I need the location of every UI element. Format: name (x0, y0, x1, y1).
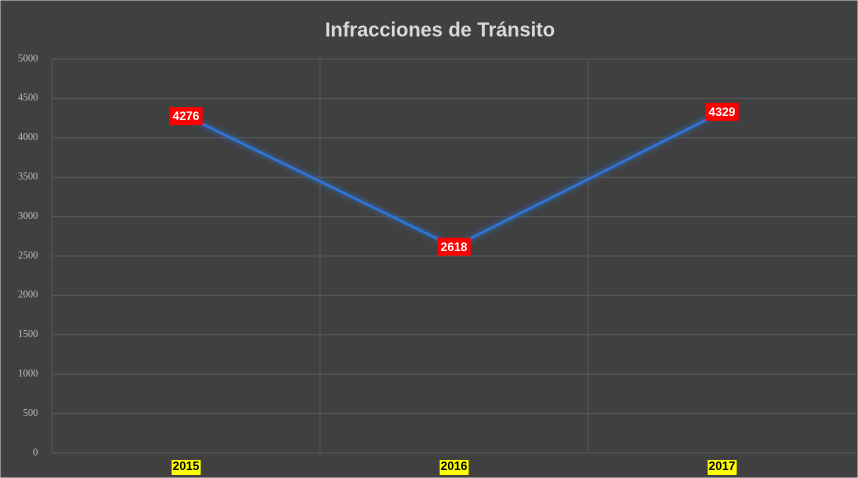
x-tick-label: 2016 (441, 459, 468, 473)
y-tick-label: 500 (23, 408, 38, 419)
y-tick-label: 5000 (18, 53, 38, 64)
y-tick-label: 2500 (18, 250, 38, 261)
data-label-group: 4276 (169, 107, 203, 126)
x-tick-label-background (439, 460, 469, 475)
y-tick-label: 4000 (18, 132, 38, 143)
y-tick-label: 4500 (18, 93, 38, 104)
y-tick-label: 3500 (18, 171, 38, 182)
x-tick-label: 2017 (709, 459, 736, 473)
x-tick-label: 2015 (173, 459, 200, 473)
y-tick-label: 3000 (18, 211, 38, 222)
data-label-background (169, 107, 203, 126)
data-label: 4329 (709, 105, 736, 119)
x-tick-label-background (171, 460, 201, 475)
y-tick-label: 1500 (18, 329, 38, 340)
data-label: 2618 (441, 240, 468, 254)
data-label-background (437, 237, 471, 256)
data-label: 4276 (173, 109, 200, 123)
data-label-background (705, 102, 739, 121)
y-tick-label: 2000 (18, 290, 38, 301)
data-label-group: 4329 (705, 102, 739, 121)
x-tick-label-background (707, 460, 737, 475)
y-tick-label: 1000 (18, 368, 38, 379)
data-label-group: 2618 (437, 237, 471, 256)
chart-title: Infracciones de Tránsito (325, 19, 555, 41)
y-tick-label: 0 (33, 447, 38, 458)
